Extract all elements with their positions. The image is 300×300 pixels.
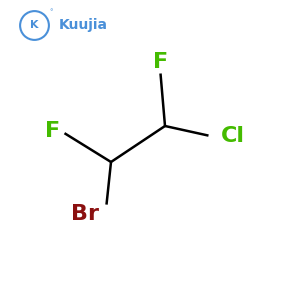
Text: K: K (30, 20, 39, 31)
Text: Cl: Cl (220, 127, 244, 146)
Text: °: ° (50, 10, 53, 16)
Text: Kuujia: Kuujia (59, 19, 108, 32)
Text: F: F (45, 121, 60, 140)
Text: F: F (153, 52, 168, 71)
Text: Br: Br (71, 205, 100, 224)
